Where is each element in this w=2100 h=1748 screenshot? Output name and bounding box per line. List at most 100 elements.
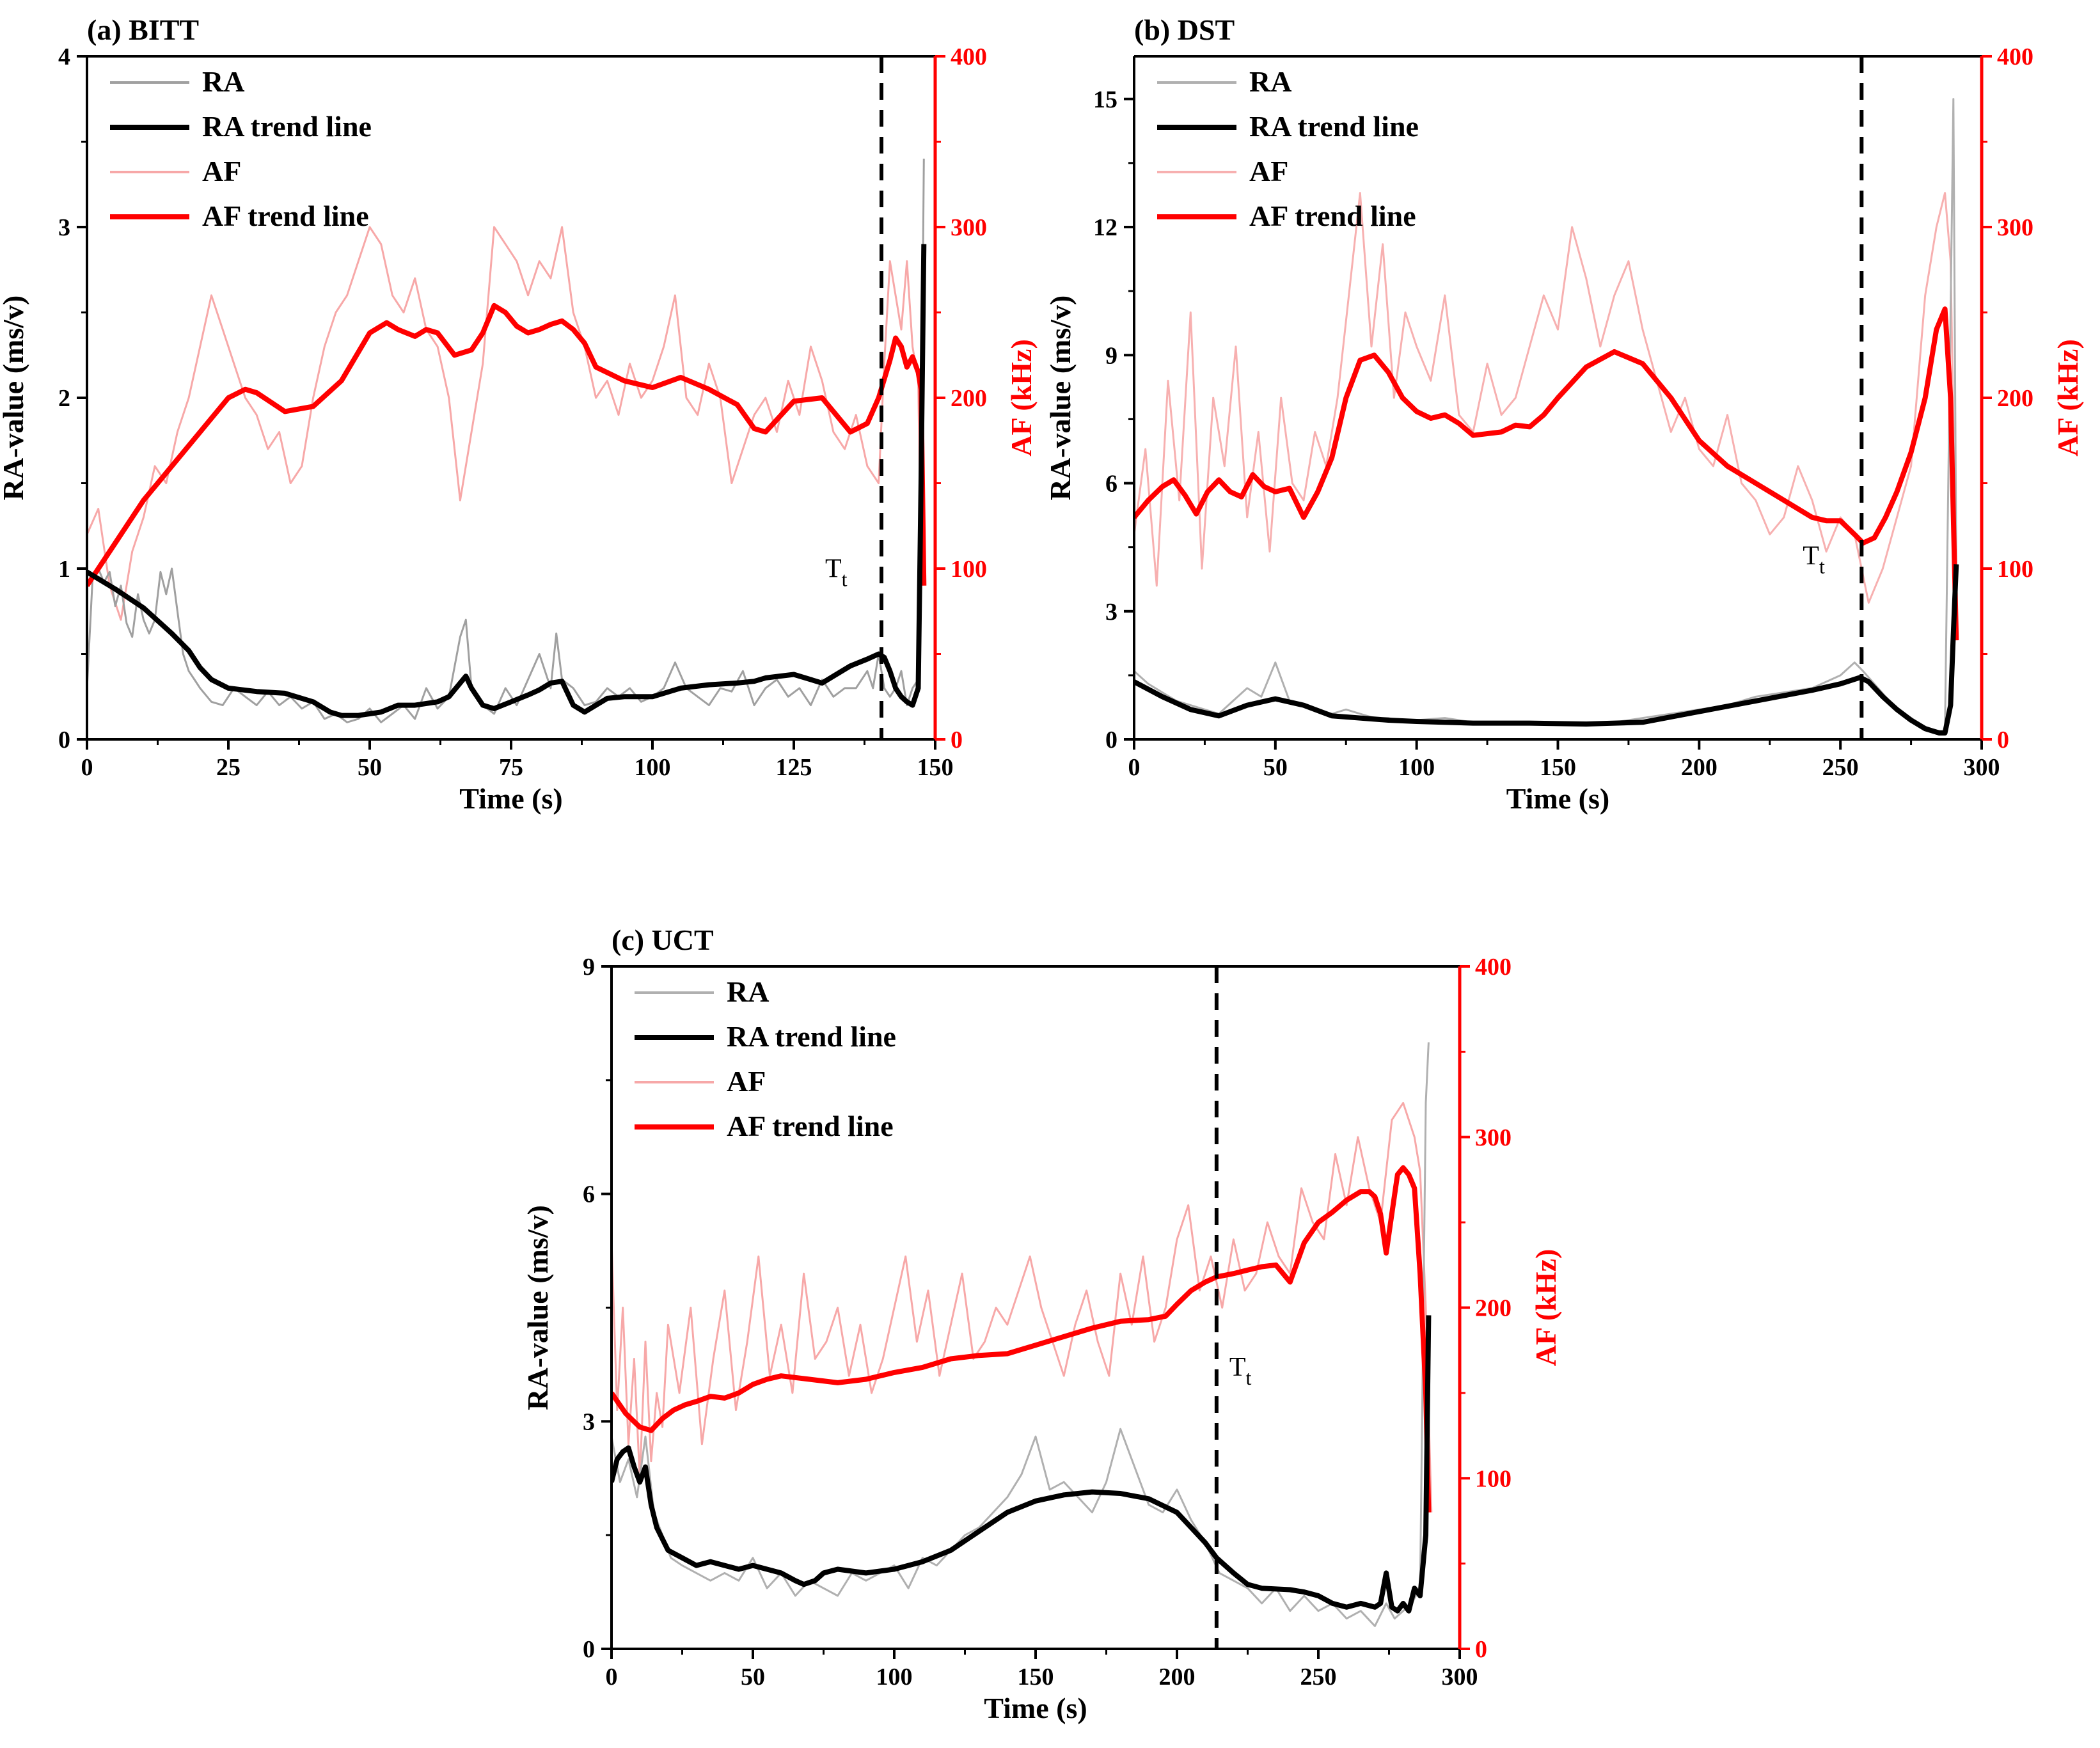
y-right-tick-label: 400: [1997, 43, 2033, 70]
y-tick-label: 2: [58, 385, 70, 412]
tt-label-sub: t: [842, 567, 848, 590]
legend: RA RA trend line AF AF trend line: [1157, 65, 1419, 232]
y-tick-label: 0: [58, 727, 70, 753]
y-axis-title: RA-value (ms/v): [1044, 295, 1077, 501]
legend-label: AF trend line: [1249, 200, 1416, 232]
y-right-tick-label: 100: [1997, 556, 2033, 583]
y-tick-label: 0: [1105, 727, 1117, 753]
x-tick-label: 75: [499, 754, 523, 781]
y-right-axis-title: AF (kHz): [1529, 1249, 1562, 1367]
tt-label: Tt: [1803, 541, 1825, 578]
legend-label: RA trend line: [202, 110, 372, 143]
y-right-axis-title: AF (kHz): [1005, 339, 1038, 457]
x-tick-label: 150: [1018, 1664, 1054, 1690]
x-tick-label: 300: [1442, 1664, 1478, 1690]
x-tick-label: 150: [1540, 754, 1576, 781]
tt-label-main: T: [1229, 1353, 1246, 1382]
y-tick-label: 0: [583, 1636, 595, 1663]
y-right-tick-label: 0: [1475, 1636, 1487, 1663]
tt-label-sub: t: [1819, 555, 1825, 578]
tt-label: Tt: [825, 554, 848, 590]
legend-label: AF trend line: [202, 200, 369, 232]
y-right-tick-label: 400: [951, 43, 987, 70]
x-tick-label: 200: [1159, 1664, 1196, 1690]
y-right-tick-label: 200: [1997, 385, 2033, 412]
y-right-tick-label: 300: [1997, 214, 2033, 241]
y-right-tick-label: 100: [1475, 1465, 1512, 1492]
y-tick-label: 3: [58, 214, 70, 241]
x-tick-label: 300: [1964, 754, 2000, 781]
x-tick-label: 50: [741, 1664, 765, 1690]
series-line-af: [612, 1101, 1433, 1513]
x-tick-label: 100: [876, 1664, 913, 1690]
y-right-tick-label: 300: [951, 214, 987, 241]
y-axis-title: RA-value (ms/v): [521, 1205, 554, 1410]
x-axis-title: Time (s): [459, 782, 562, 815]
y-tick-label: 12: [1093, 214, 1117, 241]
series-line-af-trend-line: [87, 303, 927, 587]
y-right-tick-label: 0: [951, 727, 963, 753]
y-tick-label: 1: [58, 556, 70, 583]
y-tick-label: 3: [583, 1408, 595, 1435]
series-line-af: [87, 226, 922, 621]
y-tick-label: 15: [1093, 86, 1117, 113]
legend: RA RA trend line AF AF trend line: [110, 65, 372, 232]
x-tick-label: 0: [81, 754, 93, 781]
x-tick-label: 50: [1263, 754, 1288, 781]
legend-label: RA trend line: [1249, 110, 1419, 143]
panel-title: (c) UCT: [612, 924, 714, 956]
x-tick-label: 250: [1822, 754, 1859, 781]
x-tick-label: 250: [1300, 1664, 1337, 1690]
y-tick-label: 9: [1105, 342, 1117, 369]
series-line-ra-trend-line: [87, 244, 927, 718]
chart-uct: Tt0 50 100 150 200 250 30003690100200300400Tim…: [521, 924, 1562, 1724]
legend: RA RA trend line AF AF trend line: [635, 975, 896, 1142]
y-tick-label: 6: [1105, 471, 1117, 498]
y-right-tick-label: 300: [1475, 1124, 1512, 1151]
y-right-tick-label: 0: [1997, 727, 2009, 753]
y-axis-title: RA-value (ms/v): [0, 295, 29, 501]
chart-dst: Tt0 50 100 150 200 250 30003691215010020030040…: [1044, 13, 2084, 815]
y-tick-label: 9: [583, 954, 595, 980]
y-right-tick-label: 400: [1475, 954, 1512, 980]
tt-label: Tt: [1229, 1353, 1252, 1389]
y-right-tick-label: 100: [951, 556, 987, 583]
y-right-axis-title: AF (kHz): [2051, 339, 2084, 457]
x-tick-label: 25: [216, 754, 241, 781]
legend-label: RA: [727, 975, 769, 1008]
y-tick-label: 3: [1105, 599, 1117, 626]
series-line-ra: [612, 1042, 1430, 1627]
series-line-ra-trend-line: [612, 1315, 1432, 1614]
y-right-tick-label: 200: [1475, 1295, 1512, 1322]
legend-label: RA trend line: [727, 1020, 896, 1053]
x-tick-label: 0: [606, 1664, 618, 1690]
legend-label: AF trend line: [727, 1110, 894, 1142]
tt-label-main: T: [825, 554, 842, 583]
tt-label-sub: t: [1246, 1366, 1252, 1389]
legend-label: AF: [1249, 155, 1288, 187]
series-line-ra-trend-line: [1134, 564, 1959, 736]
panel-title: (a) BITT: [87, 13, 199, 46]
x-tick-label: 100: [635, 754, 671, 781]
series-line-af-trend-line: [1134, 306, 1959, 641]
x-tick-label: 125: [776, 754, 812, 781]
legend-label: AF: [202, 155, 241, 187]
legend-label: AF: [727, 1065, 766, 1098]
x-tick-label: 50: [358, 754, 382, 781]
chart-bitt: Tt0 25 50 75 100 125 150012340100200300400Time…: [0, 13, 1038, 815]
y-right-tick-label: 200: [951, 385, 987, 412]
x-axis-title: Time (s): [1506, 782, 1609, 815]
x-tick-label: 200: [1681, 754, 1717, 781]
tt-label-main: T: [1803, 541, 1819, 571]
legend-label: RA: [202, 65, 244, 98]
legend-label: RA: [1249, 65, 1291, 98]
series-line-af: [1134, 192, 1957, 604]
y-tick-label: 4: [58, 43, 70, 70]
panel-title: (b) DST: [1134, 13, 1235, 46]
y-tick-label: 6: [583, 1181, 595, 1208]
x-tick-label: 150: [917, 754, 954, 781]
x-tick-label: 0: [1128, 754, 1141, 781]
x-tick-label: 100: [1398, 754, 1435, 781]
series-line-af-trend-line: [612, 1165, 1432, 1513]
